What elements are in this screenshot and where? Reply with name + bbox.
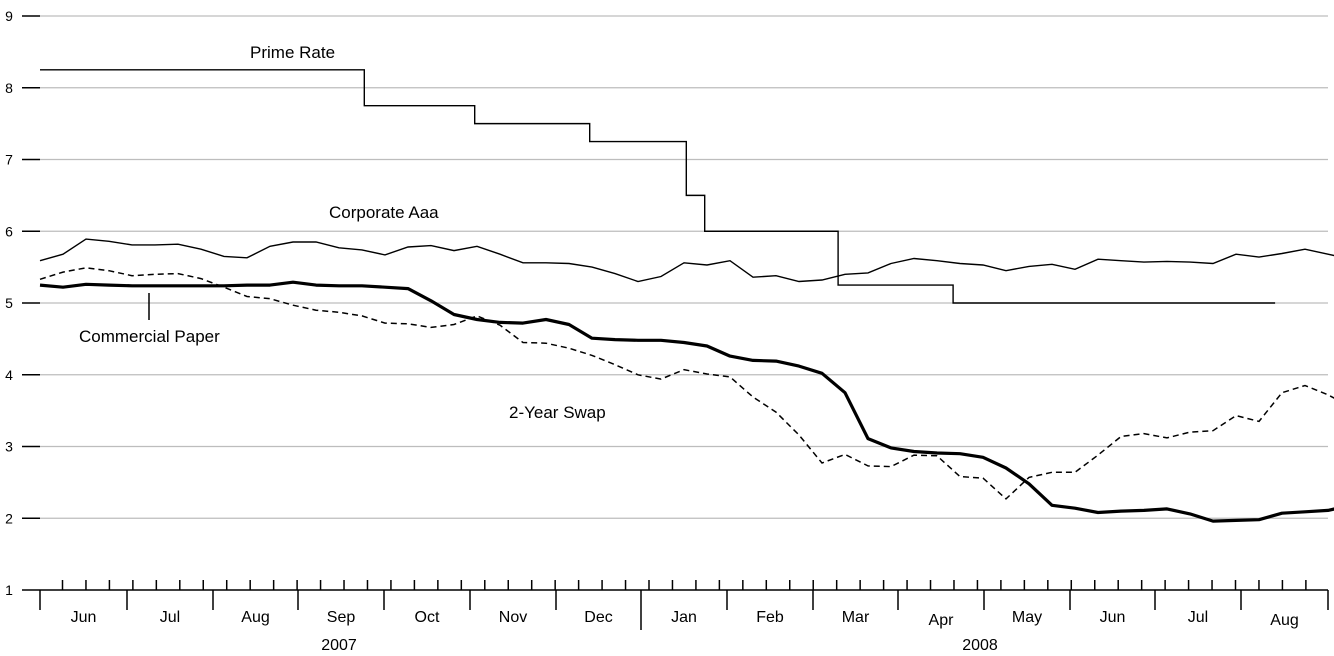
annotation-2-year-swap: 2-Year Swap [509, 403, 606, 422]
x-axis: Jun Jul Aug Sep Oct Nov Dec Jan Feb Mar Apr May Jun J… [39, 580, 1329, 654]
series-line-commercial-paper [39, 280, 1334, 523]
y-tick-label: 1 [5, 582, 13, 598]
series-line-corporate-aaa [39, 238, 1334, 283]
x-month-label: Aug [1270, 612, 1298, 629]
annotation-prime-rate: Prime Rate [250, 43, 335, 62]
y-tick-label: 5 [5, 295, 13, 311]
annotation-corporate-aaa: Corporate Aaa [329, 203, 439, 222]
x-month-label: Jun [1100, 609, 1126, 626]
x-month-label: Apr [929, 612, 955, 629]
y-axis: 1 2 3 4 5 6 7 8 9 [5, 8, 40, 598]
x-month-label: Jun [71, 609, 97, 626]
series-lines [39, 69, 1334, 523]
y-tick-label: 7 [5, 152, 13, 168]
x-month-label: Jul [1188, 609, 1208, 626]
annotation-commercial-paper: Commercial Paper [79, 327, 220, 346]
y-tick-label: 9 [5, 8, 13, 24]
annotations: Prime Rate Corporate Aaa Commercial Pape… [79, 43, 606, 422]
x-month-label: Oct [415, 609, 440, 626]
x-year-label: 2008 [962, 637, 998, 654]
y-tick-label: 4 [5, 367, 13, 383]
x-month-label: Sep [327, 609, 356, 626]
x-month-label: May [1012, 609, 1042, 626]
y-tick-label: 8 [5, 80, 13, 96]
series-line-prime-rate [40, 69, 1276, 304]
x-month-label: Nov [499, 609, 527, 626]
x-month-label: Jan [671, 609, 697, 626]
y-tick-label: 2 [5, 510, 13, 526]
x-month-label: Aug [241, 609, 269, 626]
x-month-label: Jul [160, 609, 180, 626]
x-month-label: Mar [842, 609, 870, 626]
y-tick-label: 3 [5, 439, 13, 455]
y-tick-label: 6 [5, 223, 13, 239]
series-line-2-year-swap [39, 267, 1334, 500]
x-month-label: Feb [756, 609, 784, 626]
x-year-label: 2007 [321, 637, 357, 654]
x-month-label: Dec [584, 609, 612, 626]
gridlines [40, 15, 1328, 519]
